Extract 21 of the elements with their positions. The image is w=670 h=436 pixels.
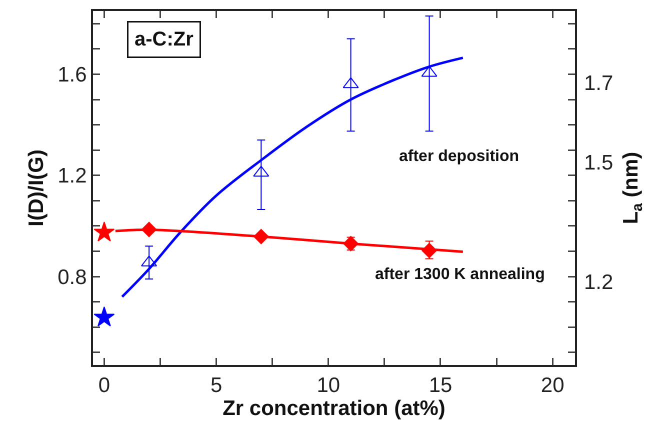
x-axis-title: Zr concentration (at%) bbox=[222, 397, 446, 420]
x-tick-label: 0 bbox=[98, 374, 110, 398]
annotation: a-C:Zr bbox=[134, 28, 194, 50]
annotation: after 1300 K annealing bbox=[375, 266, 545, 283]
x-tick-label: 10 bbox=[316, 374, 340, 398]
point bbox=[253, 228, 269, 244]
x-tick-label: 15 bbox=[428, 374, 452, 398]
y2-tick-label: 1.7 bbox=[584, 72, 614, 95]
annotation: after deposition bbox=[399, 148, 520, 165]
point bbox=[422, 242, 437, 258]
point bbox=[141, 222, 157, 238]
y-tick-label: 1.6 bbox=[58, 64, 87, 87]
y-tick-label: 1.2 bbox=[58, 164, 87, 188]
x-tick-label: 20 bbox=[540, 374, 564, 398]
y-axis-title: I(D)/I(G) bbox=[25, 150, 48, 226]
y2-tick-label: 1.5 bbox=[584, 152, 614, 174]
y-tick-label: 0.8 bbox=[58, 266, 87, 289]
x-tick-label: 5 bbox=[210, 374, 222, 398]
y2-tick-label: 1.2 bbox=[584, 270, 614, 294]
point bbox=[94, 222, 115, 242]
point bbox=[343, 236, 358, 252]
